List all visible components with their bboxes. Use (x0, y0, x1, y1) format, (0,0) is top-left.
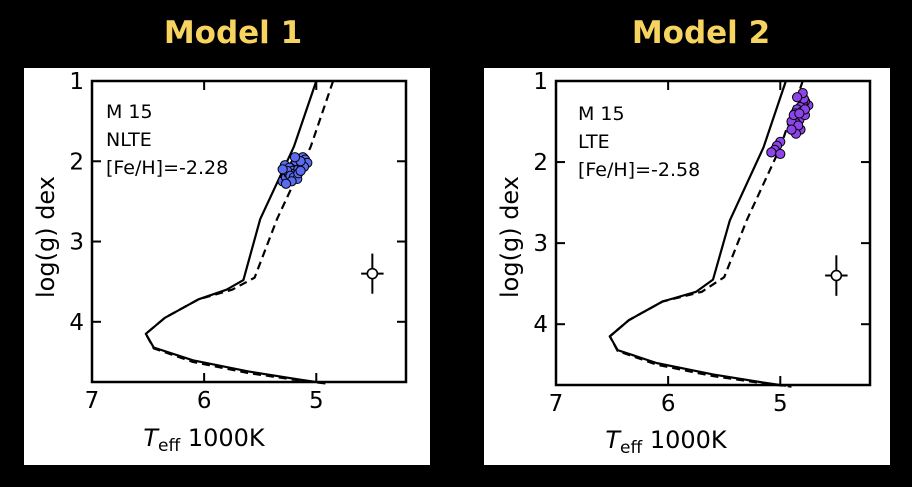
x-label-t: T (143, 424, 160, 452)
x-label-unit: 1000K (180, 424, 266, 452)
annotation-cluster: M 15 (106, 101, 153, 123)
chart-model-1: 7 6 5 1 2 3 4 M 15 NLTE [Fe/H]=-2.28 log(g) d… (32, 69, 408, 456)
x-tick-label: 5 (773, 391, 788, 417)
y-tick-label: 1 (69, 69, 84, 95)
y-axis-label: log(g) dex (32, 176, 60, 298)
data-points (766, 88, 814, 160)
x-tick-label: 6 (661, 391, 676, 417)
data-point (775, 148, 786, 160)
isochrone-dashed-line (608, 80, 804, 388)
x-label-t: T (605, 426, 622, 454)
data-point (277, 164, 288, 175)
x-tick-label: 7 (549, 391, 564, 417)
x-ticks: 7 6 5 (549, 81, 788, 417)
x-label-unit: 1000K (642, 426, 728, 454)
plot-frame (554, 79, 872, 387)
panel-title-model-2: Model 2 (631, 15, 771, 51)
data-points (277, 152, 313, 189)
y-tick-label: 2 (533, 150, 548, 176)
x-axis-label: Teff 1000K (143, 424, 266, 456)
y-tick-label: 3 (69, 230, 84, 256)
y-ticks: 1 2 3 4 (533, 69, 870, 338)
annotation-metallicity: [Fe/H]=-2.28 (106, 157, 228, 179)
data-point (794, 108, 805, 119)
panel-title-model-1: Model 1 (163, 15, 303, 51)
y-tick-label: 1 (533, 69, 548, 95)
isochrone-dashed-line (144, 80, 335, 385)
annotation-metallicity: [Fe/H]=-2.58 (578, 159, 700, 181)
error-bar (361, 253, 384, 294)
isochrone-solid-line (144, 80, 323, 384)
y-ticks: 1 2 3 4 (69, 69, 406, 336)
x-tick-label: 6 (197, 388, 212, 414)
error-bar-marker (830, 269, 843, 282)
plot-frame (90, 79, 408, 384)
data-point (295, 165, 306, 176)
x-label-sub: eff (620, 438, 643, 458)
error-bar-marker (366, 267, 379, 280)
chart-model-2: 7 6 5 1 2 3 4 M 15 LTE [Fe/H]=-2.58 log(g) de… (496, 69, 872, 458)
y-tick-label: 2 (69, 149, 84, 175)
x-tick-label: 7 (85, 388, 100, 414)
y-tick-label: 4 (69, 310, 84, 336)
isochrone-solid-line (608, 80, 787, 387)
data-point (786, 124, 797, 135)
chart-panel-model-1: 7 6 5 1 2 3 4 M 15 NLTE [Fe/H]=-2.28 log(g) d… (24, 68, 430, 465)
error-bar (825, 255, 848, 296)
chart-panel-model-2: 7 6 5 1 2 3 4 M 15 LTE [Fe/H]=-2.58 log(g) de… (484, 68, 890, 465)
data-point (766, 147, 777, 158)
x-axis-label: Teff 1000K (605, 426, 728, 458)
curves (144, 80, 335, 385)
x-ticks: 7 6 5 (85, 81, 324, 414)
annotation-mode: NLTE (106, 129, 152, 151)
data-point (792, 92, 803, 103)
annotation-cluster: M 15 (578, 103, 625, 125)
annotation-mode: LTE (578, 131, 610, 153)
x-tick-label: 5 (309, 388, 324, 414)
x-label-sub: eff (158, 436, 181, 456)
curves (608, 80, 804, 388)
data-point (289, 152, 301, 163)
data-point (280, 178, 292, 189)
y-tick-label: 4 (533, 312, 548, 338)
y-axis-label: log(g) dex (496, 176, 524, 298)
y-tick-label: 3 (533, 231, 548, 257)
